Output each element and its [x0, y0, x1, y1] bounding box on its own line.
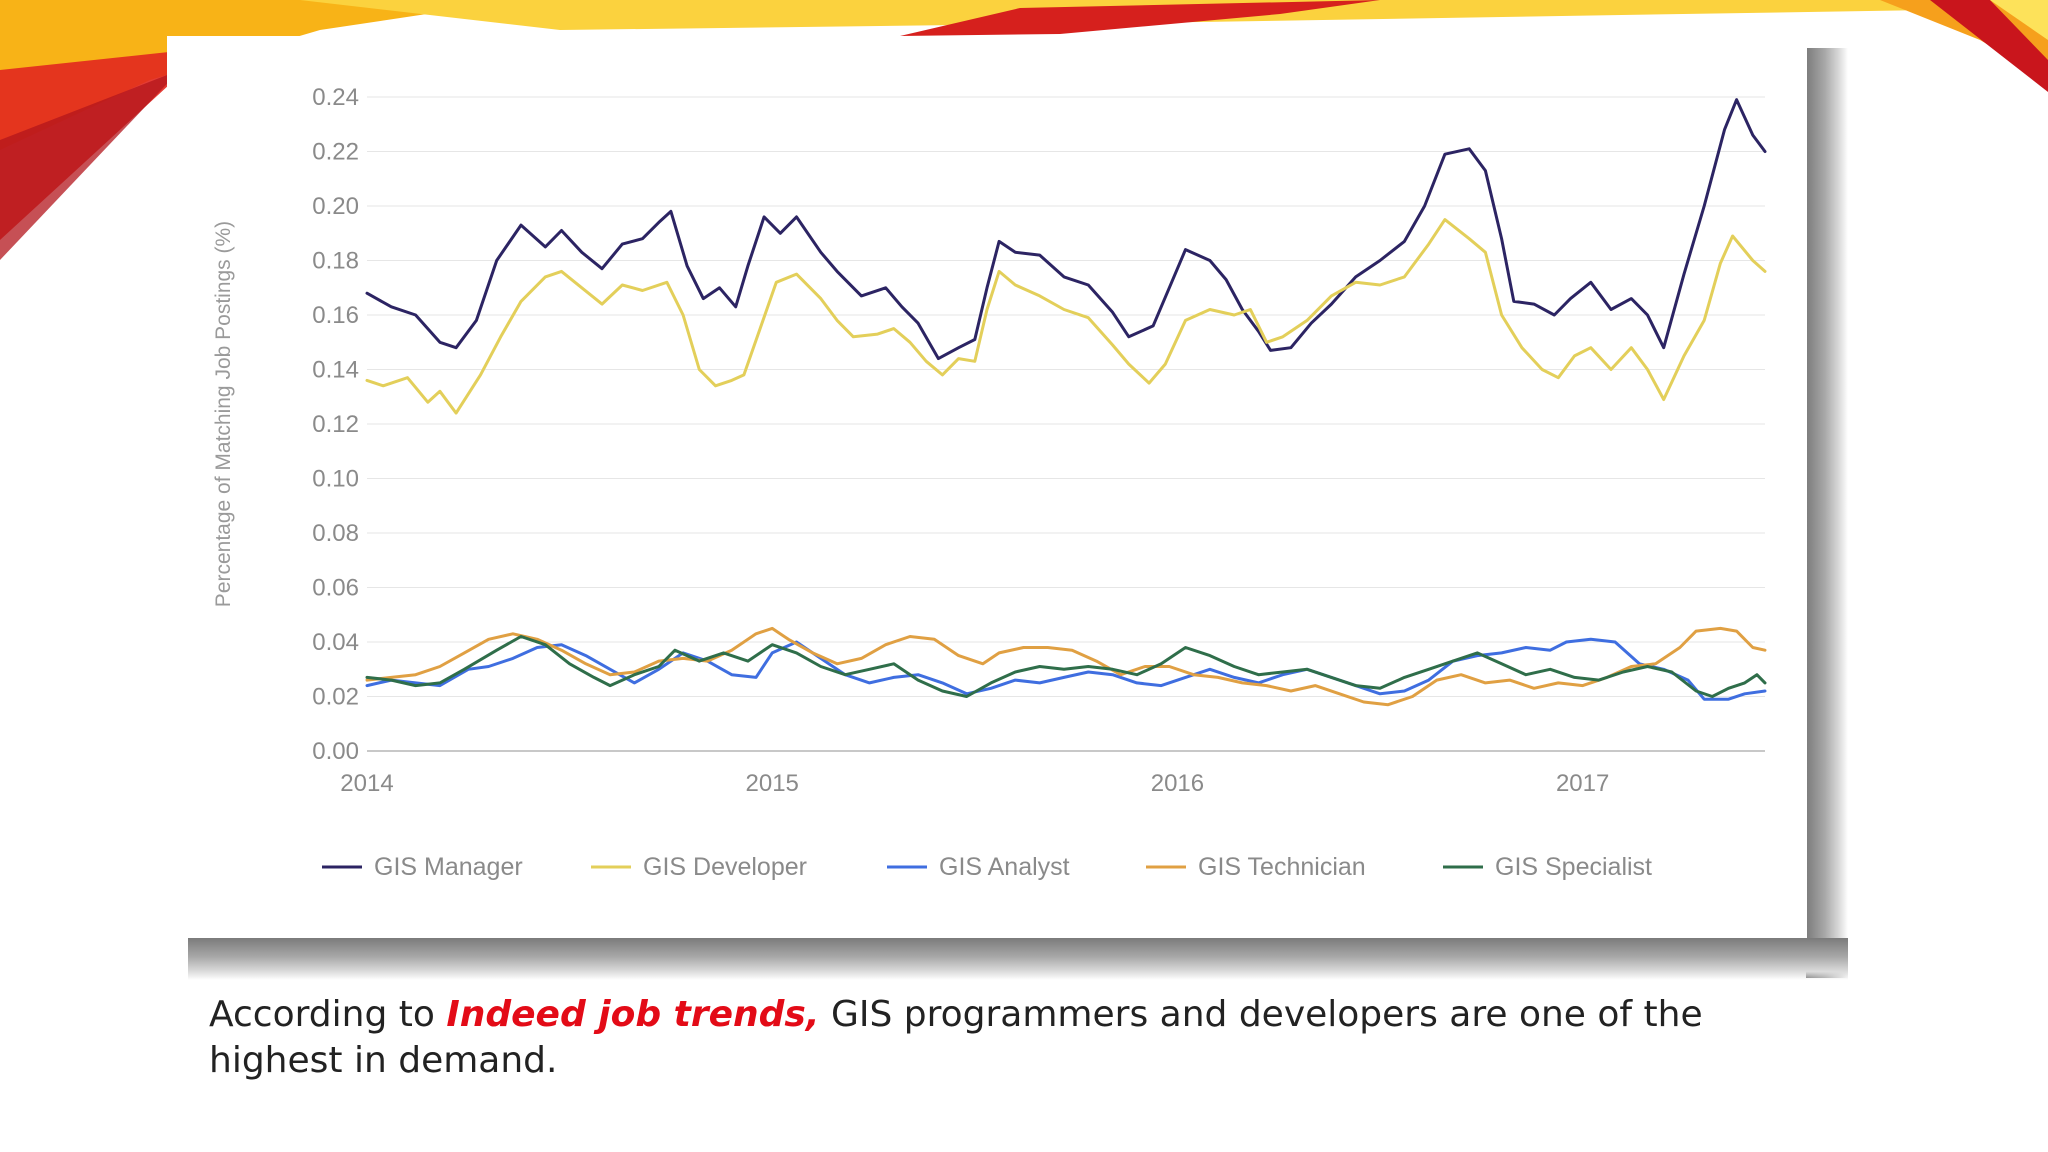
caption-highlight-link[interactable]: Indeed job trends,: [446, 994, 820, 1035]
caption-text-before: According to: [209, 994, 447, 1035]
series-line-gis-specialist: [365, 635, 1767, 698]
y-tick-label: 0.24: [312, 84, 359, 111]
x-tick-label: 2016: [1151, 770, 1204, 797]
y-tick-label: 0.18: [312, 248, 359, 275]
line-chart: 0.00 0.02 0.04 0.06 0.08 0.10 0.12 0.14 0.16 0.18…: [212, 84, 1767, 881]
x-tick-label: 2015: [746, 770, 799, 797]
decor-swoosh-top-red: [900, 0, 1380, 36]
y-tick-label: 0.16: [312, 302, 359, 329]
chart-card-shadow-right: [1806, 48, 1848, 978]
y-tick-label: 0.22: [312, 139, 359, 166]
series-line-gis-technician: [365, 626, 1767, 707]
caption-text-after: GIS programmers and developers are one o…: [209, 994, 1703, 1081]
legend: GIS Manager GIS Developer GIS Analyst GIS T…: [322, 853, 1652, 881]
legend-label-gis-analyst: GIS Analyst: [939, 853, 1070, 881]
y-tick-label: 0.12: [312, 411, 359, 438]
series-line-gis-analyst: [365, 637, 1767, 701]
series-lines: [365, 98, 1767, 707]
y-tick-label: 0.04: [312, 629, 359, 656]
legend-label-gis-technician: GIS Technician: [1198, 853, 1366, 881]
gridlines: [367, 96, 1765, 752]
y-tick-label: 0.14: [312, 357, 359, 384]
y-tick-label: 0.06: [312, 575, 359, 602]
chart-card: 0.00 0.02 0.04 0.06 0.08 0.10 0.12 0.14 0.16 0.18…: [167, 36, 1807, 938]
legend-label-gis-specialist: GIS Specialist: [1495, 853, 1652, 881]
legend-label-gis-manager: GIS Manager: [374, 853, 523, 881]
legend-label-gis-developer: GIS Developer: [643, 853, 807, 881]
y-tick-label: 0.02: [312, 684, 359, 711]
decor-swoosh-right-red: [1930, 0, 2048, 92]
x-tick-label: 2014: [340, 770, 393, 797]
y-tick-label: 0.00: [312, 738, 359, 765]
x-axis-ticks: 2014 2015 2016 2017: [340, 770, 1609, 797]
caption: According to Indeed job trends, GIS prog…: [209, 992, 1829, 1084]
x-tick-label: 2017: [1556, 770, 1609, 797]
decor-swoosh-left-deep: [0, 70, 180, 260]
chart-card-shadow-bottom: [188, 938, 1848, 980]
y-tick-label: 0.10: [312, 466, 359, 493]
series-line-gis-manager: [365, 98, 1767, 361]
series-line-gis-developer: [365, 218, 1767, 415]
decor-swoosh-right-yellow: [1990, 0, 2048, 40]
slide-decoration: [0, 0, 2048, 260]
decor-swoosh-left-orange: [0, 0, 520, 150]
y-tick-label: 0.20: [312, 193, 359, 220]
y-axis-label: Percentage of Matching Job Postings (%): [212, 221, 235, 607]
decor-swoosh-left-red: [0, 38, 300, 240]
y-tick-label: 0.08: [312, 520, 359, 547]
y-axis-ticks: 0.00 0.02 0.04 0.06 0.08 0.10 0.12 0.14 0.16 0.18…: [312, 84, 359, 765]
